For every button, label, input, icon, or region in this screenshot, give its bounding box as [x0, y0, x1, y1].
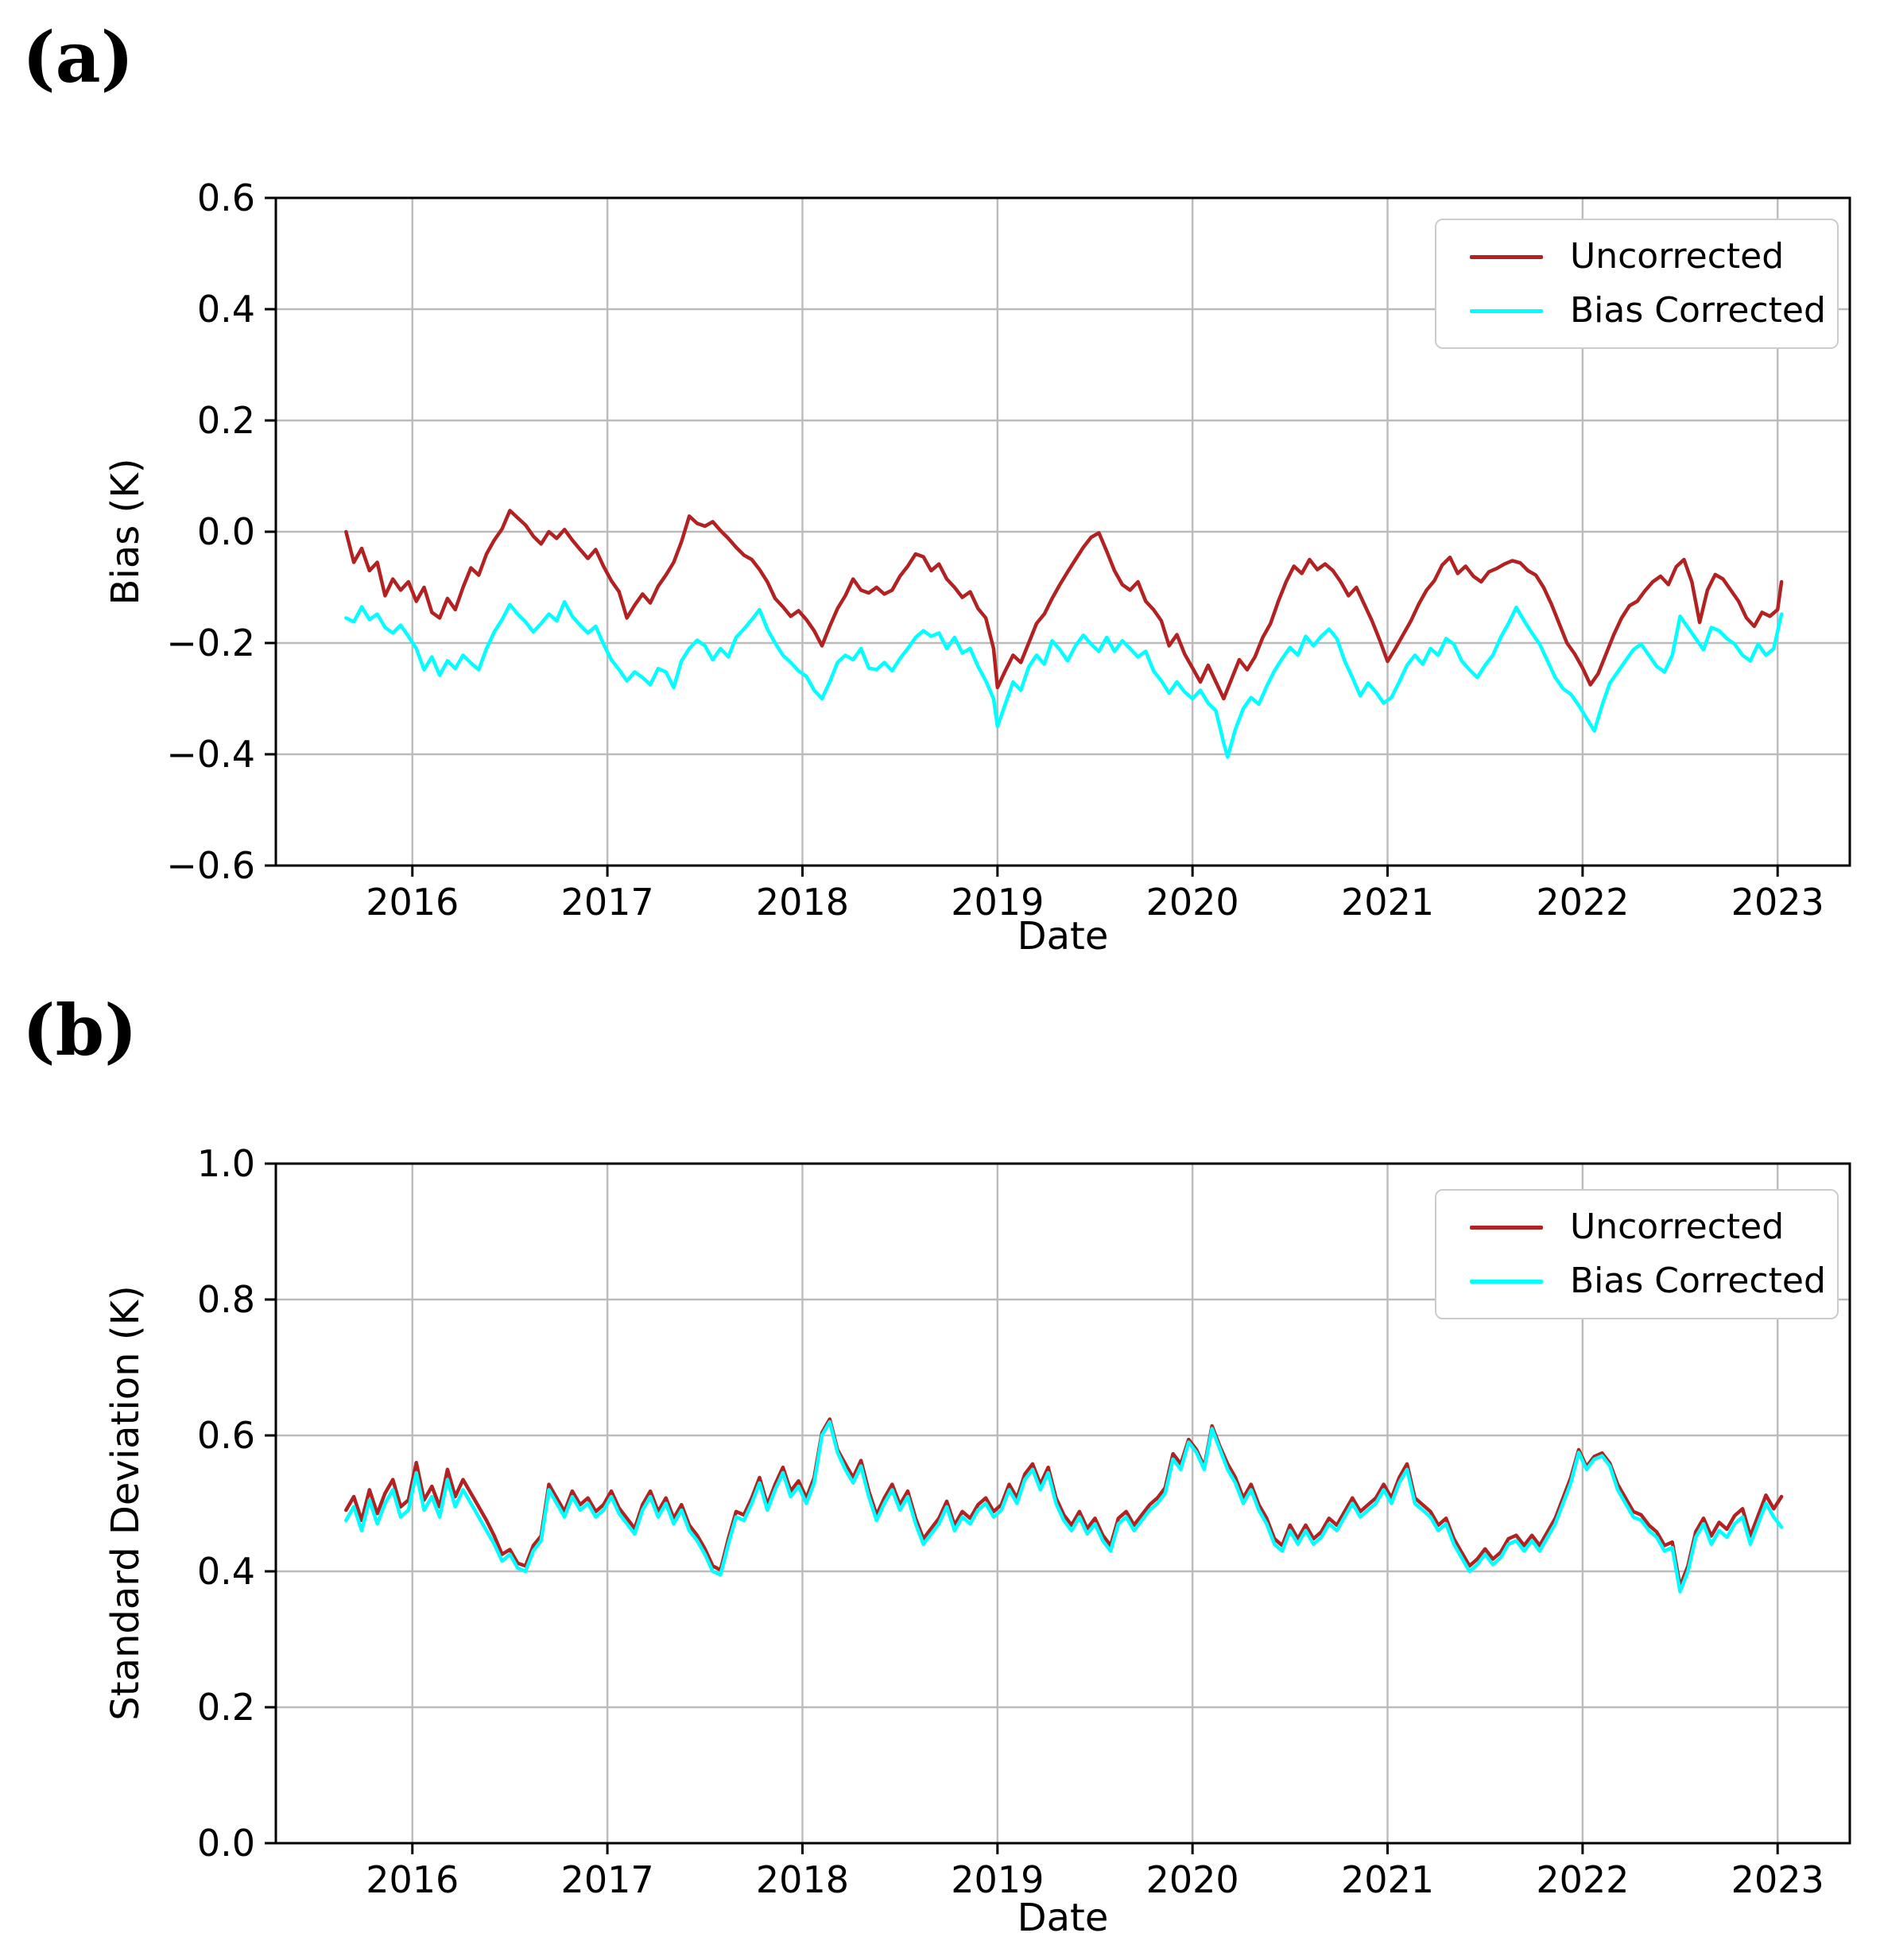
std-dev-plot-svg: 2016 2017 2018 2019 2020 2021 2022 2023 1.0 0.8 0.…	[197, 1142, 1851, 1901]
bias-corrected-line	[344, 1420, 1784, 1594]
uncorrected-line-swatch	[1470, 254, 1543, 259]
std-dev-x-axis-title: Date	[1017, 1896, 1109, 1940]
x-tick-label: 2020	[1146, 1858, 1239, 1901]
y-tick-label: 0.4	[197, 288, 255, 331]
std-dev-y-axis-title: Standard Deviation (K)	[103, 1285, 148, 1721]
x-tick-label: 2023	[1731, 1858, 1824, 1901]
legend-item-uncorrected: Uncorrected	[1470, 1210, 1837, 1245]
legend-label-bias-corrected: Bias Corrected	[1570, 290, 1826, 331]
bias-corrected-line	[344, 599, 1784, 759]
x-tick-label: 2017	[561, 1858, 654, 1901]
legend-label-bias-corrected: Bias Corrected	[1570, 1261, 1826, 1301]
y-tick-label: 0.2	[197, 399, 255, 442]
panel-b-tag: (b)	[22, 989, 138, 1071]
x-tick-label: 2016	[366, 881, 459, 924]
x-tick-label: 2017	[561, 881, 654, 924]
bias-plot-svg: 2016 2017 2018 2019 2020 2021 2022 2023 0.6 0.4 0.…	[166, 176, 1851, 924]
y-tick-label: 0.6	[197, 1414, 255, 1457]
x-tick-label: 2021	[1341, 1858, 1434, 1901]
std-dev-legend: Uncorrected Bias Corrected	[1435, 1189, 1839, 1319]
y-tick-label: 0.8	[197, 1278, 255, 1321]
y-tick-label: −0.6	[166, 844, 255, 887]
bias-corrected-line-swatch	[1470, 308, 1543, 313]
x-tick-label: 2022	[1536, 1858, 1629, 1901]
x-tick-label: 2018	[756, 1858, 849, 1901]
x-tick-label: 2018	[756, 881, 849, 924]
x-tick-label: 2023	[1731, 881, 1824, 924]
legend-item-bias-corrected: Bias Corrected	[1470, 293, 1837, 328]
x-tick-label: 2019	[951, 881, 1044, 924]
uncorrected-line-swatch	[1470, 1225, 1543, 1230]
plot-frame	[274, 1162, 1851, 1845]
y-tick-label: −0.4	[166, 733, 255, 776]
x-tick-label: 2020	[1146, 881, 1239, 924]
bias-corrected-line-swatch	[1470, 1279, 1543, 1284]
y-tick-label: −0.2	[166, 622, 255, 664]
y-tick-label: 0.0	[197, 1822, 255, 1865]
x-tick-label: 2022	[1536, 881, 1629, 924]
y-tick-label: 1.0	[197, 1142, 255, 1185]
legend-item-bias-corrected: Bias Corrected	[1470, 1264, 1837, 1299]
panel-a-tag: (a)	[22, 16, 134, 99]
x-tick-label: 2019	[951, 1858, 1044, 1901]
bias-y-axis-title: Bias (K)	[103, 458, 148, 606]
y-tick-label: 0.4	[197, 1550, 255, 1593]
uncorrected-line	[344, 1417, 1784, 1589]
bias-legend: Uncorrected Bias Corrected	[1435, 219, 1839, 349]
uncorrected-line	[344, 509, 1784, 701]
legend-label-uncorrected: Uncorrected	[1570, 1207, 1785, 1247]
y-tick-label: 0.6	[197, 176, 255, 219]
x-tick-label: 2016	[366, 1858, 459, 1901]
y-tick-label: 0.2	[197, 1686, 255, 1729]
x-tick-label: 2021	[1341, 881, 1434, 924]
y-tick-label: 0.0	[197, 510, 255, 553]
bias-x-axis-title: Date	[1017, 914, 1109, 959]
legend-label-uncorrected: Uncorrected	[1570, 236, 1785, 277]
legend-item-uncorrected: Uncorrected	[1470, 239, 1837, 274]
